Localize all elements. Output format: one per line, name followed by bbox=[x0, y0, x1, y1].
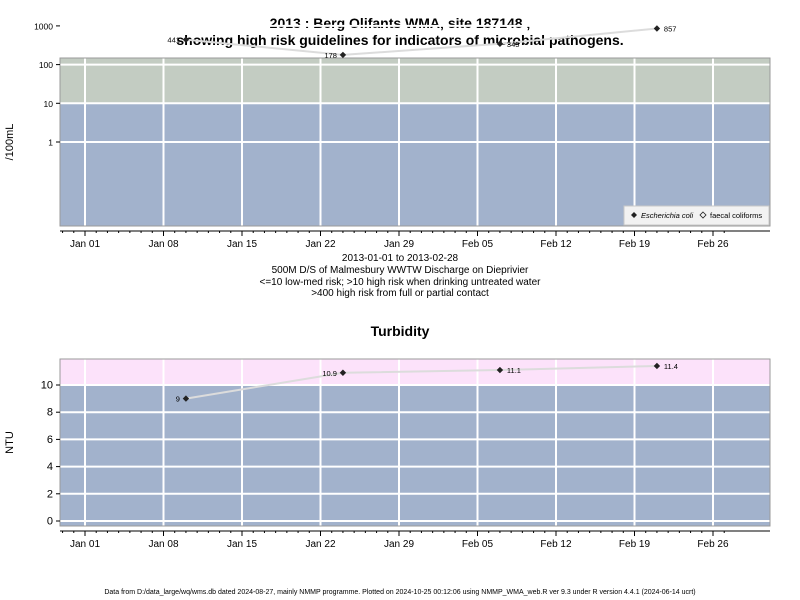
legend-entry-faecal: faecal coliforms bbox=[710, 211, 762, 220]
x-tick-label: Jan 15 bbox=[227, 239, 257, 250]
y-tick-label: 4 bbox=[47, 461, 53, 473]
x-tick-label: Jan 08 bbox=[148, 539, 178, 550]
data-point bbox=[339, 51, 347, 59]
site-description-text: 500M D/S of Malmesbury WWTW Discharge on… bbox=[271, 265, 529, 276]
contact-risk-text: >400 high risk from full or partial cont… bbox=[311, 288, 489, 299]
data-point bbox=[653, 362, 661, 370]
series-line bbox=[185, 364, 657, 400]
data-label: 11.1 bbox=[507, 366, 521, 375]
x-tick-label: Jan 22 bbox=[305, 539, 335, 550]
data-label: 441 bbox=[167, 36, 180, 45]
background-band bbox=[60, 359, 770, 526]
x-tick-label: Jan 29 bbox=[384, 239, 414, 250]
date-range-text: 2013-01-01 to 2013-02-28 bbox=[341, 253, 459, 264]
data-point bbox=[653, 25, 661, 32]
y-tick-label: 1000 bbox=[34, 21, 53, 31]
y-axis-label: /100mL bbox=[4, 124, 16, 161]
data-label: 11.4 bbox=[664, 362, 678, 371]
data-point bbox=[182, 395, 190, 402]
legend-entry-ecoli: Escherichia coli bbox=[641, 211, 693, 220]
data-point bbox=[496, 40, 504, 47]
x-tick-label: Feb 26 bbox=[697, 539, 729, 550]
x-tick-label: Feb 26 bbox=[697, 239, 729, 250]
data-point bbox=[182, 36, 190, 43]
plot-panel-2: 0 2 4 6 8 10 Jan 01 Jan 08 Jan 15 Jan 22 Jan 29 Feb… bbox=[4, 358, 771, 550]
y-tick-label: 6 bbox=[47, 434, 53, 446]
x-tick-label: Feb 05 bbox=[462, 239, 494, 250]
y-tick-label: 2 bbox=[47, 488, 53, 500]
x-tick-label: Jan 01 bbox=[70, 539, 100, 550]
series-line bbox=[185, 27, 658, 56]
x-tick-label: Jan 22 bbox=[305, 239, 335, 250]
footer-note: Data from D:/data_large/wq/wms.db dated … bbox=[104, 589, 696, 596]
data-point bbox=[339, 369, 347, 376]
x-tick-label: Feb 05 bbox=[462, 539, 494, 550]
x-tick-label: Jan 08 bbox=[148, 239, 178, 250]
legend-marker-open bbox=[699, 211, 707, 219]
chart-title-line-2: showing high risk guidelines for indicat… bbox=[176, 32, 624, 48]
legend-marker-filled bbox=[631, 212, 637, 218]
turbidity-title: Turbidity bbox=[370, 323, 430, 339]
y-tick-label: 8 bbox=[47, 407, 53, 419]
legend-box bbox=[623, 205, 770, 226]
data-point bbox=[496, 366, 504, 374]
legend: Escherichia coli faecal coliforms bbox=[623, 205, 770, 226]
x-tick-label: Jan 01 bbox=[70, 239, 100, 250]
y-axis-label: NTU bbox=[4, 431, 16, 454]
plot-frame bbox=[59, 358, 771, 527]
x-tick-label: Feb 19 bbox=[619, 239, 651, 250]
y-tick-label: 10 bbox=[41, 380, 53, 392]
x-tick-label: Jan 15 bbox=[227, 539, 257, 550]
chart-title-line-1: 2013 : Berg Olifants WMA, site 187148 , bbox=[269, 15, 531, 31]
x-tick-label: Feb 19 bbox=[619, 539, 651, 550]
y-tick-label: 1 bbox=[48, 138, 53, 148]
x-tick-label: Feb 12 bbox=[540, 239, 572, 250]
y-tick-label: 100 bbox=[39, 60, 53, 70]
x-tick-label: Jan 29 bbox=[384, 539, 414, 550]
y-tick-label: 10 bbox=[44, 99, 54, 109]
drinking-risk-text: <=10 low-med risk; >10 high risk when dr… bbox=[259, 277, 541, 288]
data-label: 178 bbox=[324, 51, 337, 60]
data-label: 10.9 bbox=[322, 369, 337, 378]
plot-panel-1: 1 10 100 1000 Jan 01 Jan 08 Jan 15 Jan 22 Jan 29… bbox=[4, 21, 771, 250]
data-label: 857 bbox=[664, 24, 677, 33]
data-label: 9 bbox=[176, 395, 180, 404]
data-label: 345 bbox=[507, 40, 520, 49]
y-tick-label: 0 bbox=[47, 516, 53, 528]
x-tick-label: Feb 12 bbox=[540, 539, 572, 550]
